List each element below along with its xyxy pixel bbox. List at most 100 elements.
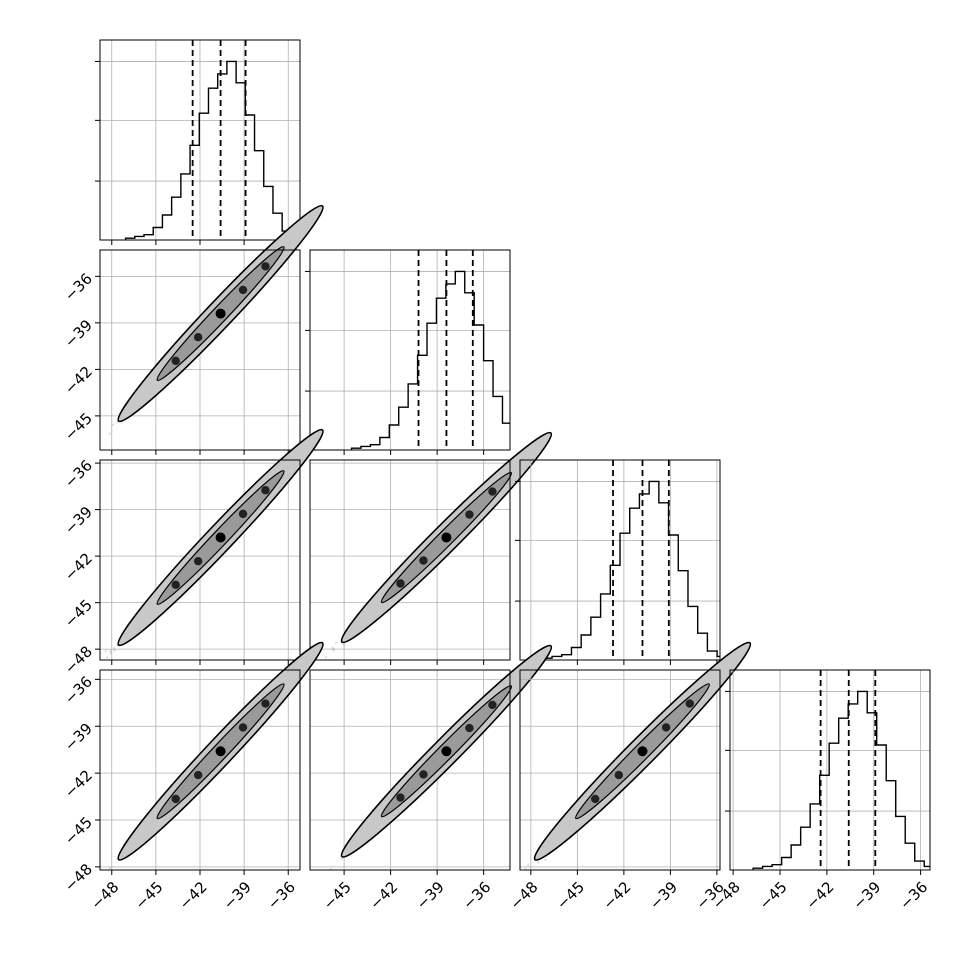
x-tick-label: −39 <box>646 878 681 913</box>
scatter-point <box>315 883 318 886</box>
y-tick-label: −39 <box>61 316 96 351</box>
panel-frame <box>309 459 511 661</box>
scatter-point <box>98 879 101 882</box>
scatter-point <box>347 613 350 616</box>
y-tick-label: −42 <box>61 363 96 398</box>
x-tick-label: −42 <box>176 878 211 913</box>
scatter-point <box>329 196 332 199</box>
scatter-point <box>92 880 95 883</box>
scatter-point <box>335 416 338 419</box>
contour-density-peak <box>171 356 180 366</box>
scatter-point <box>523 867 527 870</box>
scatter-point <box>322 202 325 205</box>
scatter-point <box>579 406 582 409</box>
scatter-point <box>50 494 53 497</box>
contour-density-peak <box>661 723 671 732</box>
contour-density-peak <box>215 532 226 543</box>
scatter-point <box>527 863 530 867</box>
scatter-point <box>558 420 561 423</box>
scatter-point <box>109 649 112 652</box>
y-tick-label: −45 <box>61 409 96 444</box>
scatter-point <box>552 641 555 644</box>
scatter-point <box>303 889 306 892</box>
y-tick-label: −39 <box>61 503 96 538</box>
scatter-point <box>326 875 329 878</box>
panel-2-2 <box>515 459 721 665</box>
x-tick-label: −48 <box>506 878 541 913</box>
x-tick-label: −39 <box>220 878 255 913</box>
scatter-point <box>74 909 77 912</box>
panel-frame <box>729 669 931 871</box>
y-tick-label: −45 <box>61 596 96 631</box>
histogram-step-line <box>752 690 930 870</box>
scatter-point <box>334 411 337 414</box>
scatter-point <box>552 427 555 430</box>
x-tick-label: −42 <box>366 878 401 913</box>
y-tick-label: −48 <box>61 860 96 895</box>
scatter-point <box>326 192 329 195</box>
contour-density-peak <box>238 509 248 519</box>
panel-1-0: −45 −42 −39 −36 <box>50 168 358 497</box>
scatter-point <box>575 404 578 407</box>
scatter-point <box>755 628 758 631</box>
scatter-point <box>324 655 328 659</box>
contour-density-peak <box>590 794 600 804</box>
corner-plot-panels: −45−42−39−36−48−45−42−39−36−48 −45 −42 −39−… <box>50 39 931 913</box>
scatter-point <box>342 643 346 646</box>
scatter-point <box>104 872 107 875</box>
scatter-point <box>569 623 572 626</box>
x-tick-label: −39 <box>849 878 884 913</box>
x-tick-label: −48 <box>87 878 122 913</box>
scatter-point <box>330 423 333 426</box>
scatter-point <box>766 625 769 628</box>
contour-density-peak <box>419 556 428 565</box>
x-tick-label: −45 <box>553 878 588 913</box>
panel-0-0 <box>95 39 301 245</box>
contour-density-peak <box>396 579 405 588</box>
scatter-point <box>786 603 789 606</box>
x-tick-label: −36 <box>896 878 931 913</box>
x-tick-label: −42 <box>600 878 635 913</box>
contour-density-peak <box>238 723 248 732</box>
panel-3-2: −48 −45 −42 −39 −36 <box>506 576 813 913</box>
x-tick-label: −42 <box>803 878 838 913</box>
histogram-step-line <box>350 270 510 450</box>
scatter-point <box>336 413 339 416</box>
scatter-point <box>774 615 777 618</box>
contour-density-peak <box>637 746 648 757</box>
scatter-point <box>330 632 333 635</box>
contour-density-peak <box>488 487 497 496</box>
scatter-point <box>108 432 112 435</box>
scatter-point <box>105 656 109 659</box>
scatter-point <box>562 418 565 421</box>
scatter-point <box>350 169 353 172</box>
scatter-point <box>336 415 339 418</box>
histogram-step-line <box>124 60 300 240</box>
scatter-point <box>327 425 330 428</box>
scatter-point <box>810 576 813 579</box>
scatter-point <box>108 866 112 870</box>
scatter-point <box>113 649 117 652</box>
x-tick-label: −39 <box>413 878 448 913</box>
scatter-point <box>102 874 105 877</box>
scatter-point <box>549 642 552 645</box>
scatter-point <box>325 636 328 639</box>
x-tick-label: −45 <box>320 878 355 913</box>
scatter-point <box>355 168 358 171</box>
scatter-point <box>329 632 332 635</box>
x-tick-label: −45 <box>756 878 791 913</box>
contour-density-peak <box>193 333 203 342</box>
contour-density-peak <box>171 794 180 804</box>
scatter-point <box>332 649 336 652</box>
scatter-point <box>324 642 327 645</box>
panel-1-1 <box>305 249 511 455</box>
scatter-point <box>375 374 378 377</box>
scatter-point <box>101 876 104 879</box>
scatter-point <box>329 636 332 639</box>
scatter-point <box>762 623 765 626</box>
scatter-point <box>340 857 344 861</box>
scatter-point <box>338 413 341 416</box>
panel-3-0: −48 −45 −42 −39 −36−48−45−42−39−36 <box>61 603 358 913</box>
scatter-point <box>355 603 358 606</box>
panel-3-3: −48 −45 −42 −39 −36 <box>709 669 931 913</box>
